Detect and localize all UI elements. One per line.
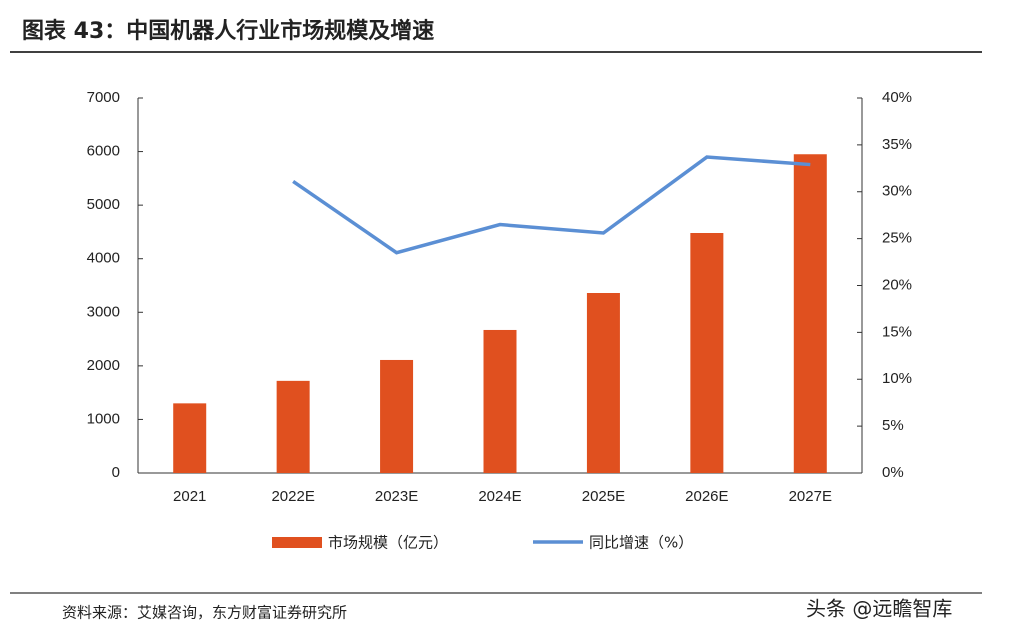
- y-tick-label: 6000: [87, 143, 120, 160]
- legend-swatch: [272, 537, 322, 548]
- x-tick-label: 2023E: [375, 488, 418, 505]
- y2-tick-label: 25%: [882, 230, 912, 247]
- y2-tick-label: 0%: [882, 464, 904, 481]
- y-tick-label: 3000: [87, 303, 120, 320]
- bar: [793, 154, 827, 473]
- bar: [380, 359, 414, 473]
- bar: [276, 380, 310, 473]
- y-tick-label: 0: [112, 464, 120, 481]
- y2-tick-label: 15%: [882, 323, 912, 340]
- y-tick-label: 2000: [87, 357, 120, 374]
- x-tick-label: 2024E: [478, 488, 521, 505]
- y-tick-label: 4000: [87, 250, 120, 267]
- y-tick-label: 7000: [87, 89, 120, 106]
- y2-tick-label: 40%: [882, 89, 912, 106]
- y2-tick-label: 5%: [882, 417, 904, 434]
- x-tick-label: 2021: [173, 488, 206, 505]
- x-tick-label: 2025E: [582, 488, 625, 505]
- chart-title: 图表 43：中国机器人行业市场规模及增速: [22, 18, 434, 44]
- x-tick-label: 2026E: [685, 488, 728, 505]
- x-tick-label: 2022E: [271, 488, 314, 505]
- y-tick-label: 5000: [87, 196, 120, 213]
- bar: [483, 329, 517, 473]
- x-tick-label: 2027E: [789, 488, 832, 505]
- y2-tick-label: 20%: [882, 276, 912, 293]
- watermark: 头条 @远瞻智库: [806, 597, 952, 621]
- y2-tick-label: 35%: [882, 136, 912, 153]
- source: 资料来源：艾媒咨询，东方财富证券研究所: [62, 604, 347, 622]
- y2-tick-label: 30%: [882, 183, 912, 200]
- bar: [690, 233, 724, 473]
- legend-label: 同比增速（%）: [589, 534, 693, 552]
- bar: [586, 293, 620, 473]
- y-tick-label: 1000: [87, 410, 120, 427]
- line: [292, 155, 811, 255]
- bar: [173, 403, 207, 473]
- legend-label: 市场规模（亿元）: [328, 534, 448, 552]
- y2-tick-label: 10%: [882, 370, 912, 387]
